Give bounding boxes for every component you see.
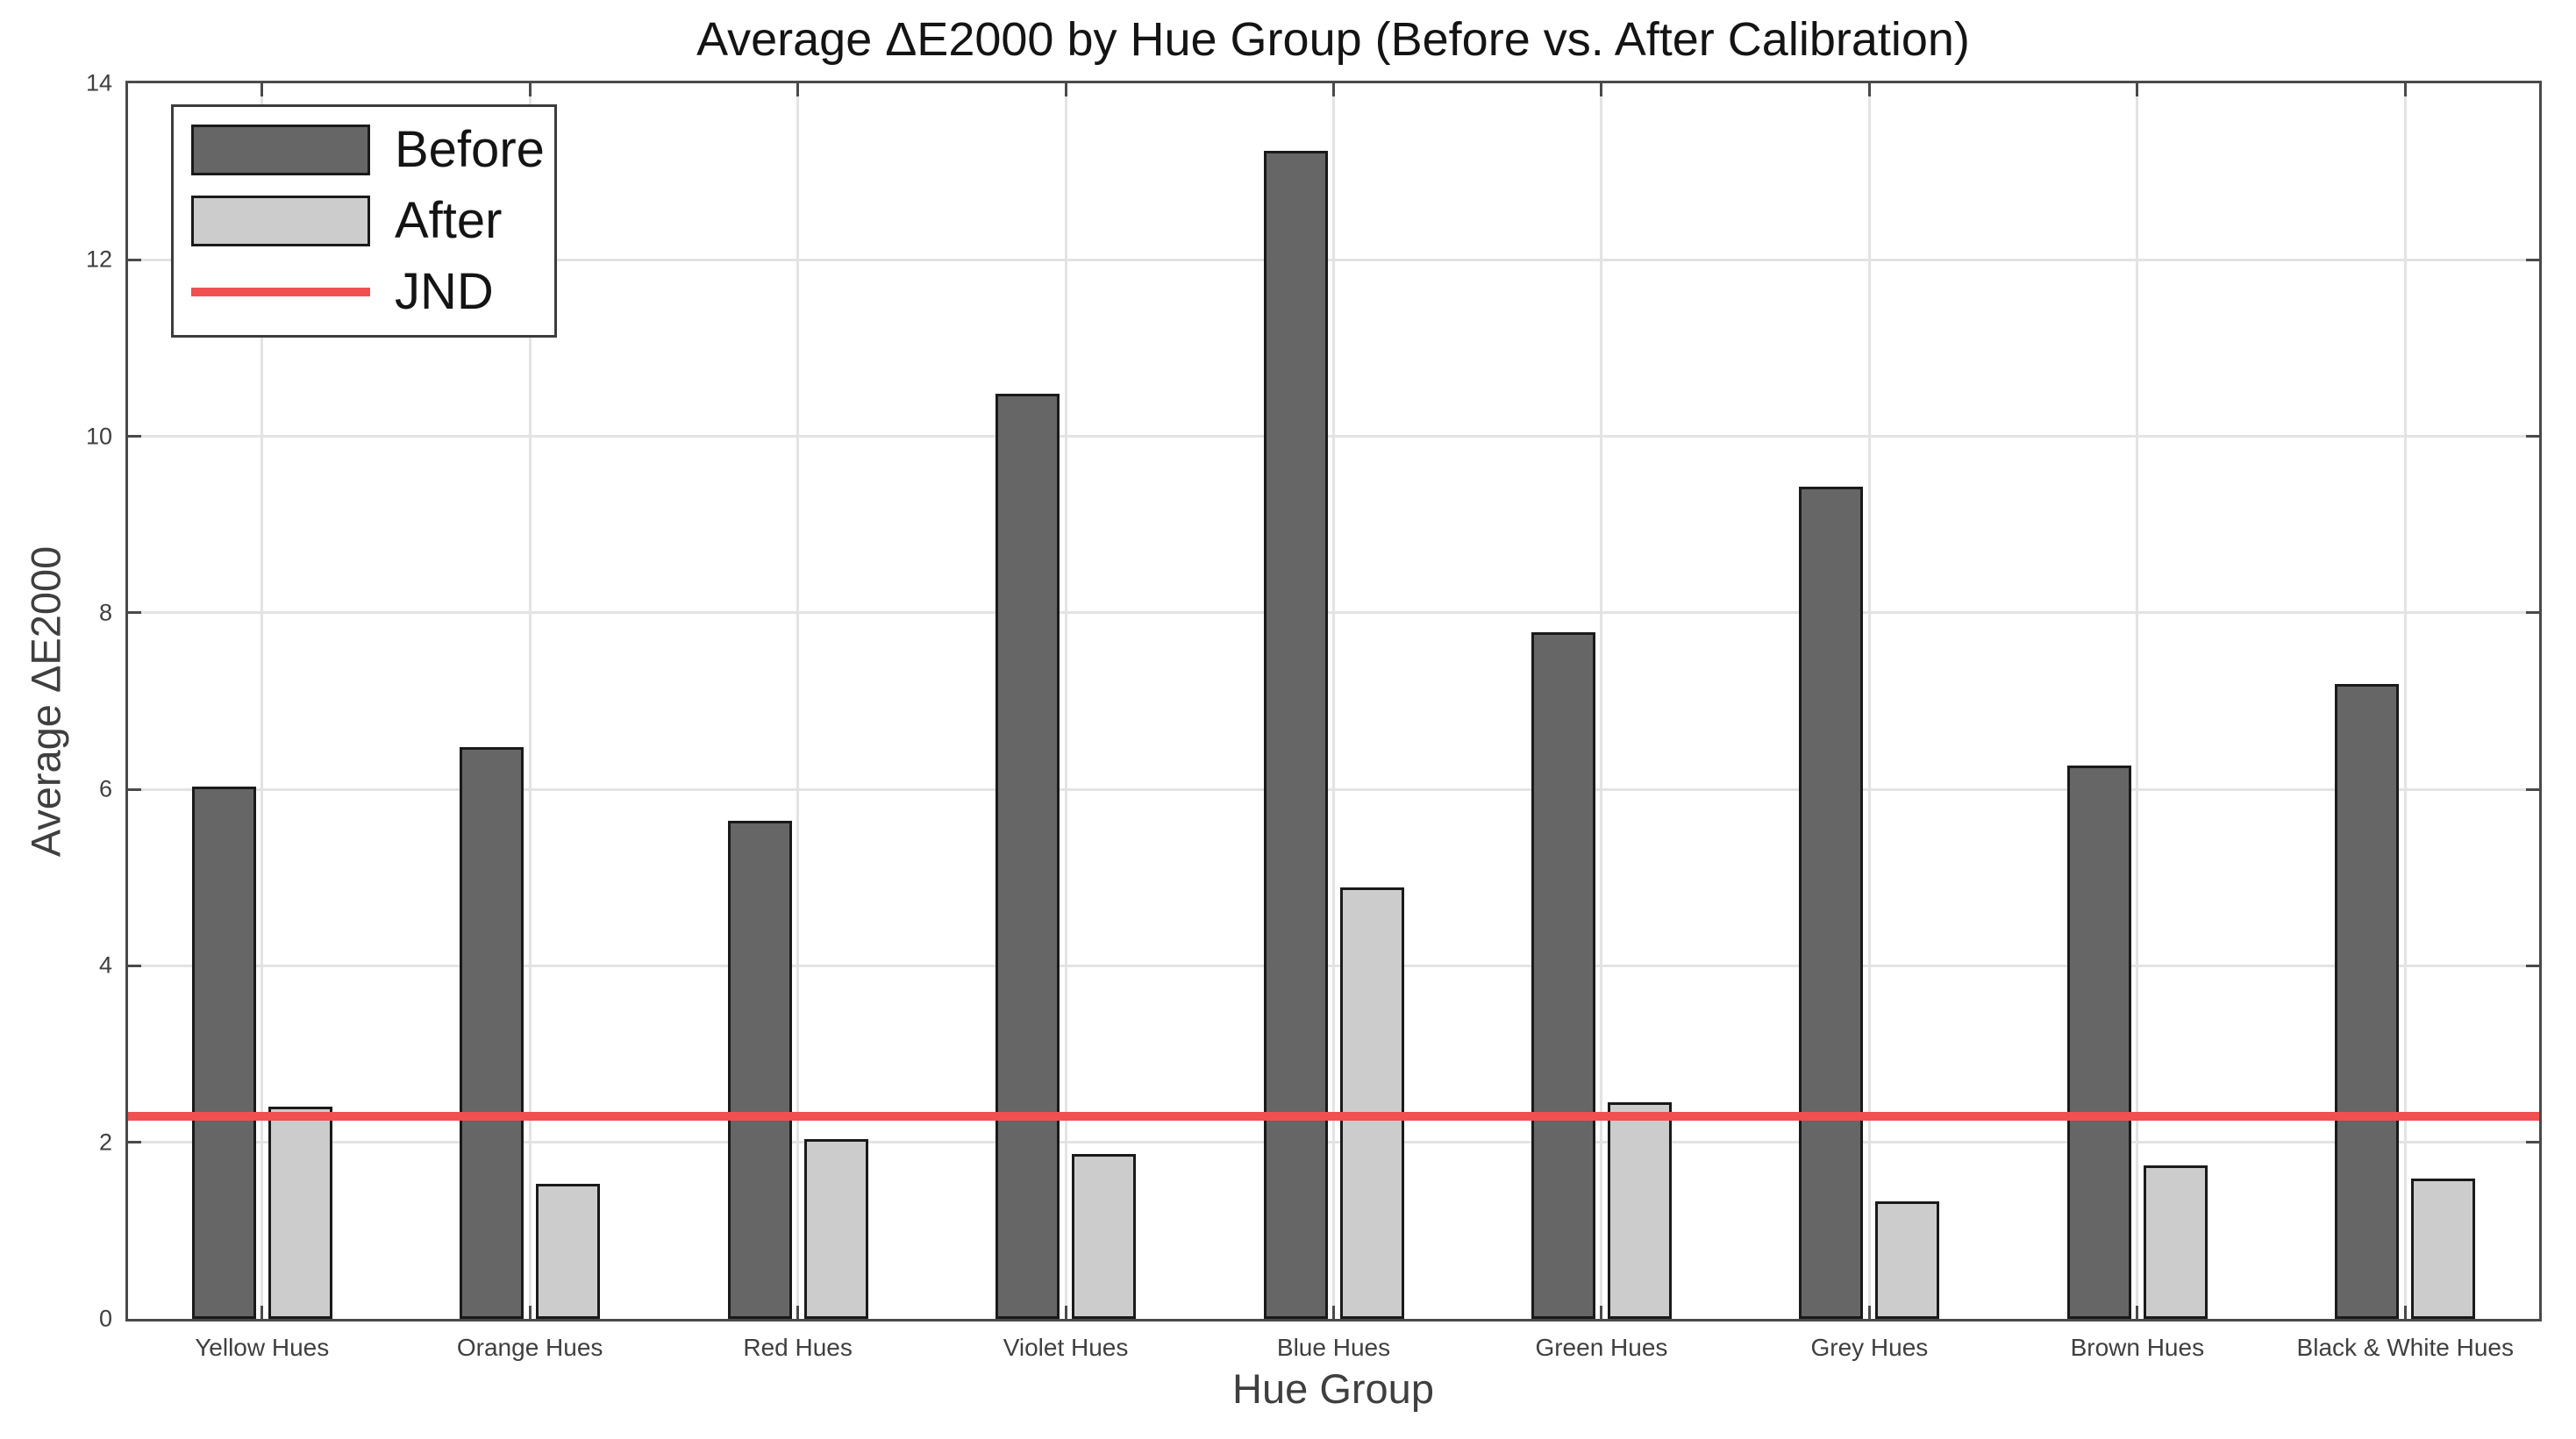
legend-item-jnd: JND — [174, 261, 554, 323]
bar-before-green-hues — [1531, 631, 1595, 1319]
x-tick-top — [1332, 83, 1335, 96]
bar-after-blue-hues — [1339, 887, 1404, 1319]
x-tick-label: Brown Hues — [2070, 1334, 2205, 1361]
x-tick-bottom — [1867, 1306, 1871, 1319]
y-tick-left — [128, 1141, 141, 1144]
x-tick-top — [1600, 83, 1603, 96]
bar-before-orange-hues — [460, 746, 524, 1319]
v-gridline — [2136, 83, 2139, 1319]
y-tick-right — [2526, 258, 2539, 261]
x-tick-label: Violet Hues — [1003, 1334, 1129, 1361]
x-tick-top — [796, 83, 800, 96]
y-tick-label: 8 — [98, 599, 112, 626]
y-tick-right — [2526, 787, 2539, 791]
legend-item-after: After — [174, 190, 554, 252]
bar-after-black-white-hues — [2411, 1178, 2476, 1319]
legend-label: JND — [395, 263, 494, 321]
y-tick-left — [128, 258, 141, 261]
v-gridline — [1064, 83, 1067, 1319]
bar-after-violet-hues — [1072, 1153, 1137, 1319]
x-tick-label: Yellow Hues — [195, 1334, 330, 1361]
x-tick-top — [2136, 83, 2139, 96]
x-tick-label: Orange Hues — [456, 1334, 603, 1361]
x-tick-bottom — [1600, 1306, 1603, 1319]
legend-item-before: Before — [174, 119, 554, 181]
x-tick-bottom — [2403, 1306, 2407, 1319]
x-tick-top — [1064, 83, 1067, 96]
legend-swatch-icon — [191, 124, 370, 175]
chart-title: Average ΔE2000 by Hue Group (Before vs. … — [696, 13, 1970, 66]
bar-after-brown-hues — [2143, 1165, 2208, 1319]
y-tick-label: 14 — [85, 69, 112, 96]
jnd-reference-line — [128, 1111, 2539, 1121]
y-tick-left — [128, 611, 141, 615]
y-tick-right — [2526, 611, 2539, 615]
y-tick-left — [128, 787, 141, 791]
y-tick-label: 2 — [98, 1129, 112, 1156]
bar-before-yellow-hues — [191, 787, 256, 1319]
y-tick-label: 0 — [98, 1305, 112, 1332]
legend-label: Before — [395, 120, 545, 178]
plot-area — [125, 81, 2542, 1321]
y-tick-label: 10 — [85, 423, 112, 450]
legend-line-icon — [191, 288, 370, 297]
x-tick-top — [1867, 83, 1871, 96]
y-tick-label: 12 — [85, 246, 112, 273]
v-gridline — [1867, 83, 1871, 1319]
legend-swatch-icon — [191, 195, 370, 246]
x-tick-label: Black & White Hues — [2296, 1334, 2514, 1361]
bar-before-red-hues — [727, 821, 792, 1319]
bar-after-green-hues — [1607, 1102, 1672, 1319]
x-tick-label: Grey Hues — [1810, 1334, 1929, 1361]
x-tick-label: Green Hues — [1535, 1334, 1668, 1361]
bar-after-grey-hues — [1875, 1201, 1940, 1319]
x-tick-top — [2403, 83, 2407, 96]
x-tick-label: Blue Hues — [1276, 1334, 1391, 1361]
v-gridline — [528, 83, 532, 1319]
v-gridline — [796, 83, 800, 1319]
v-gridline — [260, 83, 264, 1319]
v-gridline — [1600, 83, 1603, 1319]
bar-before-black-white-hues — [2335, 684, 2400, 1319]
y-tick-left — [128, 435, 141, 438]
bar-after-yellow-hues — [268, 1107, 332, 1319]
y-axis-label: Average ΔE2000 — [22, 545, 69, 858]
bar-after-red-hues — [803, 1138, 868, 1319]
x-tick-bottom — [528, 1306, 532, 1319]
legend-label: After — [395, 191, 503, 249]
x-tick-bottom — [796, 1306, 800, 1319]
x-tick-bottom — [260, 1306, 264, 1319]
x-tick-bottom — [2136, 1306, 2139, 1319]
x-tick-top — [260, 83, 264, 96]
x-tick-label: Red Hues — [743, 1334, 853, 1361]
y-tick-right — [2526, 435, 2539, 438]
y-tick-label: 4 — [98, 951, 112, 979]
v-gridline — [1332, 83, 1335, 1319]
y-tick-label: 6 — [98, 775, 112, 802]
x-tick-top — [528, 83, 532, 96]
x-tick-bottom — [1064, 1306, 1067, 1319]
bar-after-orange-hues — [536, 1184, 601, 1319]
legend: Before After JND — [171, 104, 557, 338]
bar-before-grey-hues — [1799, 486, 1864, 1319]
v-gridline — [2403, 83, 2407, 1319]
x-tick-bottom — [1332, 1306, 1335, 1319]
bar-before-blue-hues — [1263, 151, 1328, 1319]
bar-before-violet-hues — [995, 394, 1060, 1319]
bar-before-brown-hues — [2066, 765, 2131, 1319]
x-axis-label: Hue Group — [1232, 1365, 1434, 1412]
y-tick-right — [2526, 964, 2539, 967]
y-tick-right — [2526, 1141, 2539, 1144]
y-tick-left — [128, 964, 141, 967]
